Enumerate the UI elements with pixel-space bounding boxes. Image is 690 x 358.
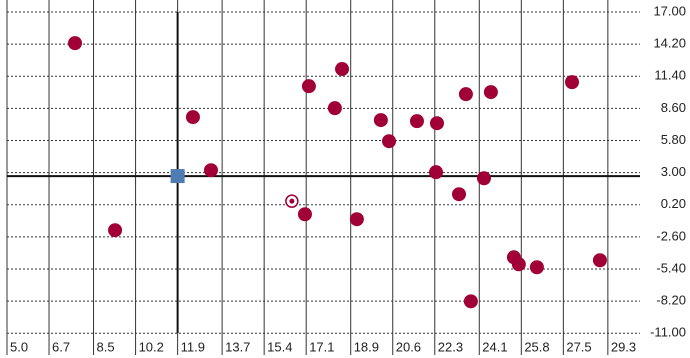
point [429, 165, 444, 180]
x-tick-label: 20.6 [396, 339, 421, 354]
point [452, 187, 467, 202]
point [382, 134, 397, 149]
point [349, 212, 364, 227]
point [301, 79, 316, 94]
x-tick-label: 6.7 [52, 339, 70, 354]
point [592, 253, 607, 268]
point [335, 62, 350, 77]
x-tick-label: 11.9 [181, 339, 205, 354]
y-tick-label: -2.60 [656, 228, 686, 243]
y-tick-label: 17.00 [653, 3, 686, 18]
y-tick-label: 0.20 [661, 196, 686, 211]
x-tick-label: 13.7 [225, 339, 250, 354]
y-tick-label: -8.20 [656, 293, 686, 308]
point [565, 75, 580, 90]
x-tick-label: 17.1 [309, 339, 334, 354]
point [373, 113, 388, 128]
point [511, 257, 526, 272]
x-tick-label: 15.4 [267, 339, 292, 354]
point [67, 36, 82, 51]
y-tick-label: 11.40 [654, 68, 686, 83]
y-tick-label: 14.20 [653, 36, 686, 51]
point [483, 85, 498, 100]
y-tick-label: -5.40 [656, 260, 686, 275]
highlight-dot [289, 198, 295, 204]
point [203, 163, 218, 178]
x-tick-label: 25.8 [524, 339, 549, 354]
point [185, 110, 200, 125]
point [108, 223, 123, 238]
y-tick-label: 5.80 [661, 132, 686, 147]
point [476, 171, 491, 186]
point [529, 260, 544, 275]
x-tick-label: 29.3 [611, 339, 636, 354]
x-tick-label: 18.9 [354, 339, 379, 354]
point [297, 207, 312, 222]
x-tick-label: 10.2 [139, 339, 164, 354]
y-tick-label: -11.00 [650, 325, 686, 340]
x-tick-label: 22.3 [438, 339, 463, 354]
crosshair-marker [170, 169, 185, 184]
x-tick-label: 24.1 [482, 339, 507, 354]
x-tick-label: 5.0 [10, 339, 28, 354]
point [327, 101, 342, 116]
point [409, 114, 424, 129]
x-tick-label: 27.5 [566, 339, 591, 354]
y-tick-label: 3.00 [661, 164, 686, 179]
point [463, 294, 478, 309]
x-tick-label: 8.5 [97, 339, 115, 354]
point [458, 87, 473, 102]
y-tick-label: 8.60 [661, 100, 686, 115]
point [429, 116, 444, 131]
